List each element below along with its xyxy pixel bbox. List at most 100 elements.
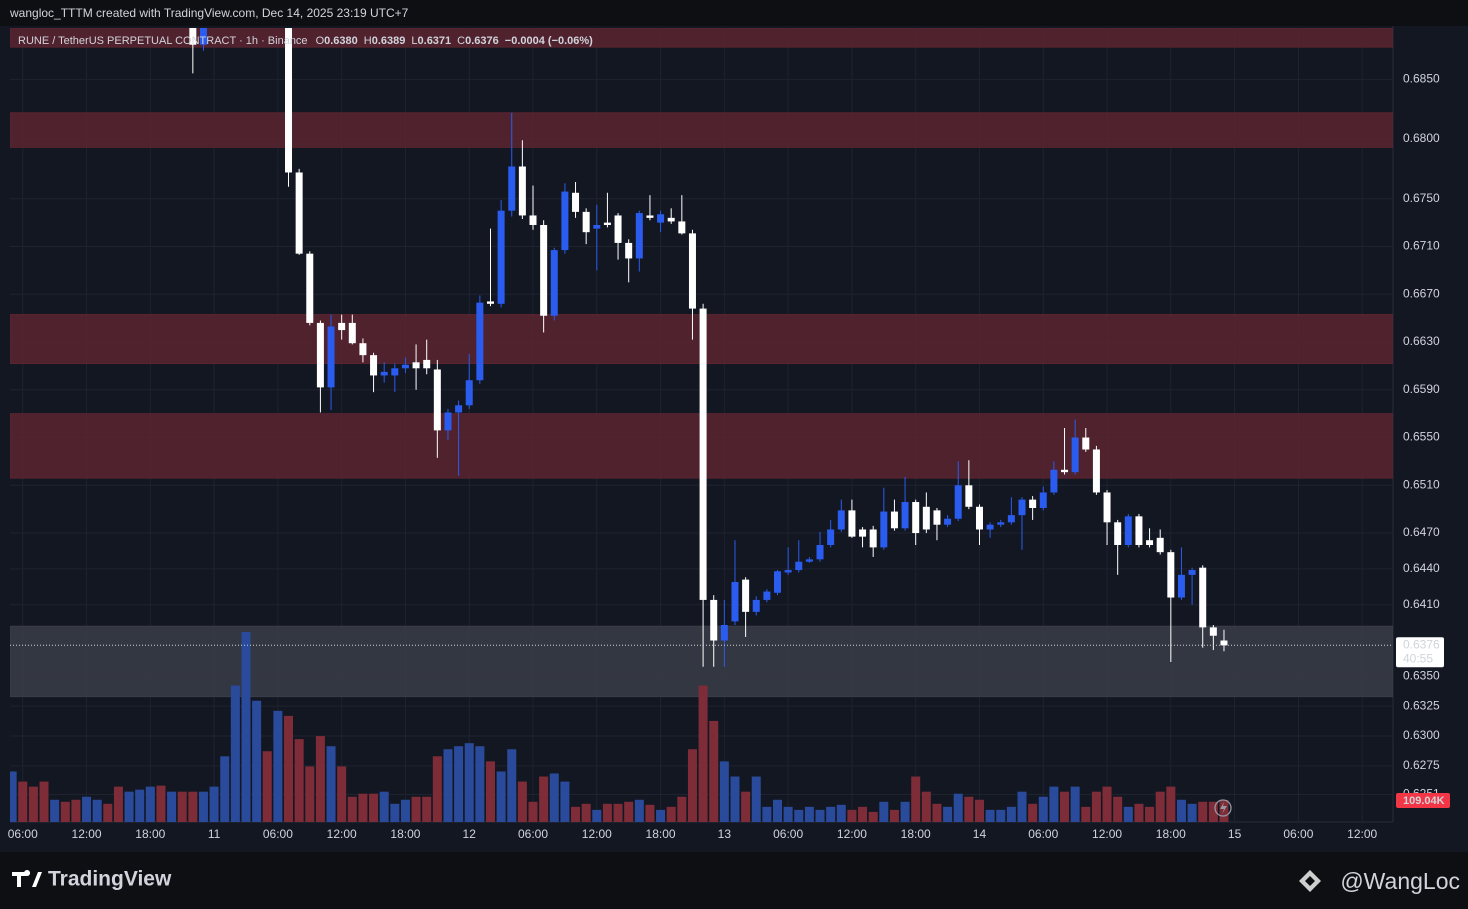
candle-body xyxy=(412,362,420,369)
candle-body xyxy=(1039,492,1047,508)
volume-bar xyxy=(39,781,49,822)
volume-bar xyxy=(390,803,400,822)
y-tick-label: 0.6710 xyxy=(1403,239,1440,253)
volume-bar xyxy=(82,796,92,822)
volume-bar xyxy=(656,809,666,822)
candle-body xyxy=(316,322,324,388)
candle-body xyxy=(912,502,920,534)
legend-value: 0.6371 xyxy=(418,35,452,47)
x-tick-label: 13 xyxy=(718,827,732,841)
volume-bar xyxy=(687,749,697,822)
volume-bar xyxy=(443,749,453,822)
volume-bar xyxy=(517,781,527,822)
volume-bar xyxy=(858,806,868,822)
candle-body xyxy=(593,225,601,229)
y-tick-label: 0.6750 xyxy=(1403,191,1440,205)
x-tick-label: 12:00 xyxy=(837,827,867,841)
volume-bar xyxy=(602,803,612,822)
candle-body xyxy=(880,511,888,548)
x-tick-label: 15 xyxy=(1228,827,1242,841)
candle-body xyxy=(699,308,707,600)
candle-body xyxy=(1209,627,1217,636)
volume-bar xyxy=(528,801,538,822)
candle-body xyxy=(327,326,335,388)
candle-body xyxy=(518,166,526,216)
volume-bar xyxy=(273,710,283,822)
volume-bar xyxy=(1028,803,1038,822)
legend-key: O xyxy=(316,35,325,47)
legend-value: 0.6380 xyxy=(324,35,358,47)
y-tick-label: 0.6470 xyxy=(1403,525,1440,539)
x-tick-label: 11 xyxy=(208,827,221,841)
volume-bar xyxy=(347,796,357,822)
y-tick-label: 0.6440 xyxy=(1403,561,1440,575)
volume-bar xyxy=(28,786,38,822)
candle-body xyxy=(720,624,728,641)
candle-body xyxy=(582,211,590,233)
volume-bar xyxy=(1208,801,1218,822)
volume-bar xyxy=(188,791,198,822)
candle-body xyxy=(1177,574,1185,598)
zone xyxy=(10,625,1393,698)
volume-bar xyxy=(230,685,240,822)
volume-bar xyxy=(698,685,708,822)
volume-bar xyxy=(666,806,676,822)
volume-bar xyxy=(921,791,931,822)
x-tick-label: 06:00 xyxy=(8,827,38,841)
volume-bar xyxy=(294,739,304,822)
volume-bar xyxy=(60,801,70,822)
candle-body xyxy=(869,529,877,548)
volume-bar xyxy=(167,791,177,822)
x-tick-label: 06:00 xyxy=(773,827,803,841)
candle-body xyxy=(635,213,643,259)
candle-body xyxy=(497,210,505,304)
y-tick-label: 0.6350 xyxy=(1403,669,1440,683)
candle-body xyxy=(944,518,952,525)
x-tick-label: 12:00 xyxy=(1092,827,1122,841)
volume-bar xyxy=(1113,796,1123,822)
volume-bar xyxy=(943,806,953,822)
x-tick-label: 18:00 xyxy=(1156,827,1186,841)
y-tick-label: 0.6510 xyxy=(1403,477,1440,491)
volume-bar xyxy=(1081,806,1091,822)
volume-bar xyxy=(539,776,549,822)
legend-symbol: RUNE / TetherUS PERPETUAL CONTRACT · 1h … xyxy=(18,35,308,47)
y-tick-label: 0.6410 xyxy=(1403,597,1440,611)
legend-key: H xyxy=(364,35,372,47)
candle-body xyxy=(401,364,409,369)
candle-body xyxy=(380,371,388,376)
volume-bar xyxy=(645,804,655,822)
legend-key: C xyxy=(457,35,465,47)
y-tick-label: 0.6325 xyxy=(1403,698,1440,712)
x-tick-label: 06:00 xyxy=(263,827,293,841)
x-tick-label: 18:00 xyxy=(646,827,676,841)
volume-bar xyxy=(911,776,921,822)
volume-bar xyxy=(826,806,836,822)
replay-icon[interactable] xyxy=(1214,799,1232,817)
candle-body xyxy=(189,28,197,45)
volume-bar xyxy=(634,799,644,822)
volume-bar xyxy=(1006,806,1016,822)
volume-bar xyxy=(337,766,347,822)
volume-bar xyxy=(773,799,783,822)
volume-bar xyxy=(549,773,559,822)
volume-bar xyxy=(252,700,262,822)
candle-body xyxy=(1124,516,1132,545)
candle-body xyxy=(848,510,856,537)
candle-body xyxy=(625,242,633,259)
volume-bar xyxy=(1134,803,1144,822)
zone xyxy=(10,28,1393,48)
candle-body xyxy=(1188,570,1196,575)
volume-bar xyxy=(507,749,517,822)
candle-body xyxy=(561,191,569,251)
y-tick-label: 0.6300 xyxy=(1403,728,1440,742)
top-bar xyxy=(0,0,1468,26)
volume-bar xyxy=(624,801,634,822)
volume-bar xyxy=(613,803,623,822)
volume-bar xyxy=(262,751,272,822)
candle-body xyxy=(646,215,654,218)
brand-logo xyxy=(12,870,42,887)
volume-bar xyxy=(1166,786,1176,822)
volume-bar xyxy=(209,786,219,822)
